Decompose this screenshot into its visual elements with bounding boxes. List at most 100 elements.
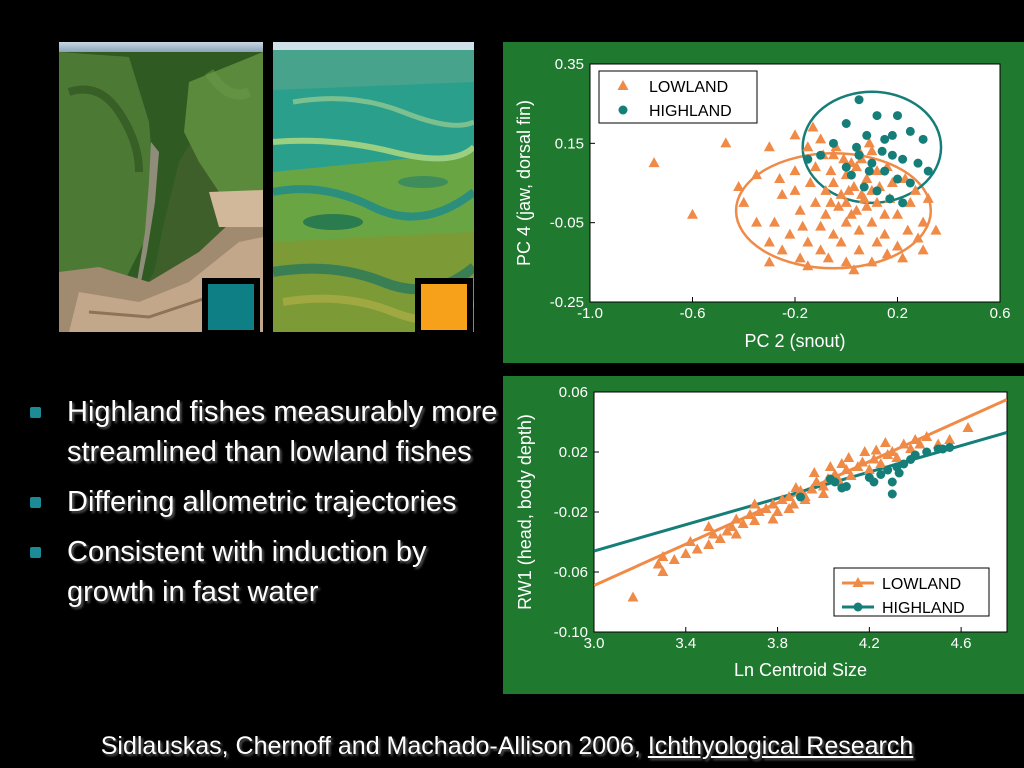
lowland-point bbox=[843, 184, 855, 195]
highland-point bbox=[893, 111, 902, 121]
lowland-point bbox=[897, 252, 909, 263]
x-axis-label: Ln Centroid Size bbox=[734, 660, 867, 680]
lowland-point bbox=[909, 184, 921, 195]
highland-point bbox=[910, 450, 920, 460]
lowland-point bbox=[825, 196, 837, 207]
lowland-point bbox=[898, 438, 910, 449]
highland-point bbox=[854, 95, 864, 105]
lowland-point bbox=[776, 188, 788, 199]
highland-point bbox=[837, 483, 847, 493]
lowland-point bbox=[930, 224, 942, 235]
lowland-point bbox=[863, 137, 875, 148]
lowland-point bbox=[861, 200, 873, 211]
lowland-point bbox=[684, 536, 696, 546]
highland-point bbox=[862, 130, 872, 140]
lowland-point bbox=[822, 252, 834, 263]
lowland-point bbox=[875, 458, 887, 468]
x-tick-label: 4.6 bbox=[951, 635, 972, 652]
lowland-point bbox=[866, 256, 878, 267]
lowland-point bbox=[914, 438, 926, 449]
highland-point bbox=[877, 146, 887, 156]
y-tick-label: 0.06 bbox=[559, 384, 588, 401]
highland-point bbox=[846, 170, 856, 180]
lowland-point bbox=[912, 232, 924, 243]
highland-point bbox=[828, 138, 838, 148]
lowland-point bbox=[866, 216, 878, 227]
lowland-point bbox=[944, 434, 956, 444]
lowland-point bbox=[840, 464, 852, 474]
lowland-point bbox=[760, 503, 772, 513]
y-tick-label: 0.35 bbox=[555, 56, 584, 73]
lowland-point bbox=[851, 161, 862, 172]
lowland-point bbox=[776, 494, 788, 504]
lowland-point bbox=[763, 141, 775, 152]
lowland-point bbox=[892, 208, 903, 219]
lowland-point bbox=[820, 208, 832, 219]
lowland-point bbox=[751, 216, 763, 227]
highland-point bbox=[887, 130, 897, 140]
lowland-point bbox=[870, 444, 882, 455]
lowland-point bbox=[892, 240, 903, 251]
lowland-point bbox=[843, 452, 855, 462]
lowland-point bbox=[886, 446, 898, 456]
highland-point bbox=[880, 166, 890, 176]
lowland-legend-marker bbox=[852, 577, 864, 587]
highland-legend-marker bbox=[618, 105, 628, 115]
lowland-point bbox=[687, 208, 698, 219]
highland-point bbox=[796, 492, 805, 502]
lowland-point bbox=[921, 431, 933, 441]
highland-point bbox=[945, 443, 955, 452]
lowland-point bbox=[840, 216, 852, 227]
plot-marks bbox=[594, 398, 1007, 602]
lowland-point bbox=[807, 121, 819, 132]
lowland-point bbox=[866, 145, 878, 156]
lowland-point bbox=[657, 566, 669, 576]
highland-point bbox=[841, 162, 851, 172]
highland-point bbox=[887, 150, 897, 160]
lowland-point bbox=[881, 248, 893, 259]
lowland-point bbox=[707, 528, 719, 539]
highland-point bbox=[872, 186, 882, 196]
lowland-point bbox=[871, 236, 883, 247]
lowland-point bbox=[767, 498, 779, 509]
y-axis-label: PC 4 (jaw, dorsal fin) bbox=[514, 100, 534, 266]
lowland-point bbox=[845, 208, 857, 219]
lowland-point bbox=[825, 165, 837, 176]
lowland-point bbox=[848, 264, 860, 275]
lowland-point bbox=[797, 220, 809, 231]
lowland-point bbox=[737, 518, 749, 528]
lowland-point bbox=[859, 446, 871, 456]
highland-point bbox=[830, 477, 840, 487]
lowland-point bbox=[827, 228, 839, 239]
x-tick-label: 3.8 bbox=[767, 635, 788, 652]
highland-point bbox=[913, 158, 923, 168]
lowland-point bbox=[835, 236, 847, 247]
lowland-point bbox=[905, 443, 917, 453]
lowland-point bbox=[802, 141, 814, 152]
lowland-point bbox=[922, 192, 934, 203]
highland-legend-marker bbox=[853, 602, 863, 612]
highland-point bbox=[887, 477, 897, 487]
highland-legend-label: HIGHLAND bbox=[882, 600, 965, 617]
highland-point bbox=[852, 142, 861, 152]
lowland-point bbox=[909, 434, 921, 444]
lowland-point bbox=[790, 482, 802, 492]
lowland-point bbox=[691, 543, 703, 554]
lowland-point bbox=[840, 256, 852, 267]
lowland-point bbox=[730, 528, 742, 539]
lowland-point bbox=[882, 449, 894, 459]
lowland-point bbox=[726, 521, 738, 531]
lowland-point bbox=[824, 461, 836, 471]
highland-point bbox=[864, 166, 874, 176]
lowland-point bbox=[962, 422, 974, 432]
citation-journal-link[interactable]: Ichthyological Research bbox=[647, 732, 914, 760]
highland-color-swatch bbox=[202, 278, 260, 336]
lowland-legend-label: LOWLAND bbox=[649, 79, 728, 96]
lowland-point bbox=[763, 256, 775, 267]
x-tick-label: 3.0 bbox=[584, 635, 605, 652]
highland-point bbox=[887, 489, 897, 499]
citation: Sidlauskas, Chernoff and Machado-Allison… bbox=[0, 732, 1014, 761]
x-tick-label: -0.6 bbox=[680, 305, 706, 322]
lowland-point bbox=[794, 252, 806, 263]
lowland-point bbox=[806, 483, 818, 494]
